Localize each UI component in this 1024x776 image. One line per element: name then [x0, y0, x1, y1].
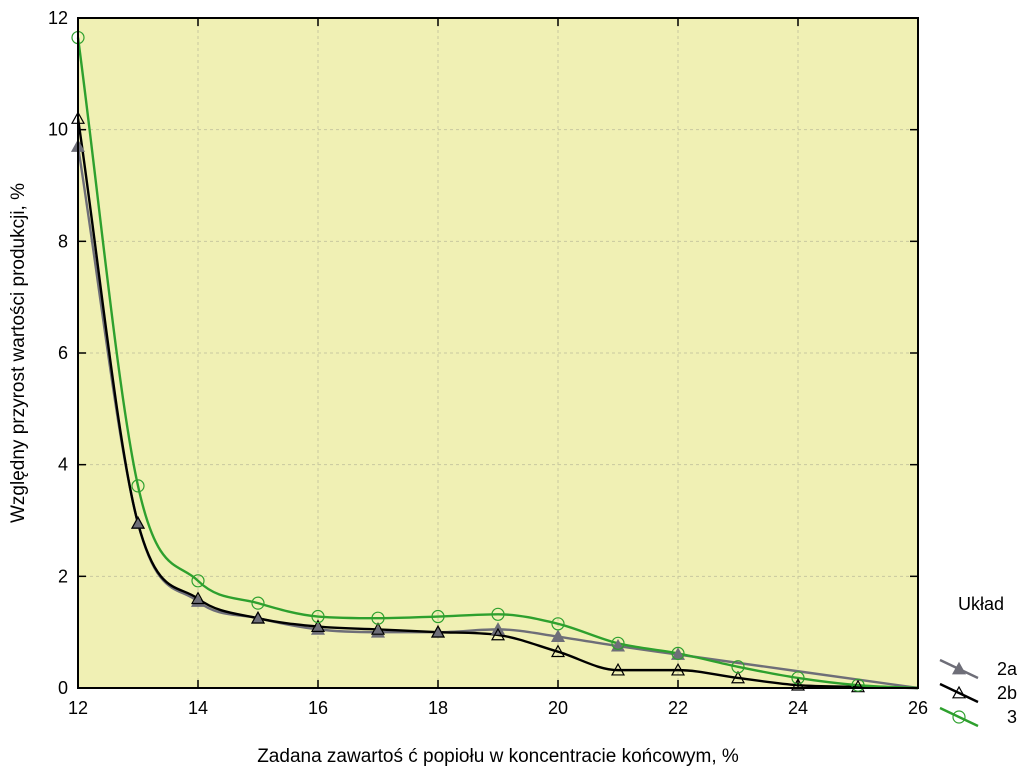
series-point-3 [311, 609, 325, 624]
series-point-3 [371, 611, 385, 625]
legend-swatch-3 [939, 706, 979, 728]
x-tick-label: 22 [668, 698, 688, 718]
legend-label-2a: 2a [997, 659, 1018, 679]
series-point-2b [430, 624, 446, 638]
series-point-2b [490, 627, 506, 641]
series-point-2b [610, 662, 626, 676]
legend-swatch-2b [939, 682, 979, 704]
series-point-2b [550, 644, 566, 658]
y-tick-label: 6 [58, 343, 68, 363]
grid [78, 18, 918, 688]
x-tick-label: 20 [548, 698, 568, 718]
series-point-2b [190, 591, 206, 605]
series-point-2b [790, 677, 806, 691]
series-point-2b [250, 610, 266, 624]
series-point-3 [431, 609, 445, 624]
x-tick-label: 16 [308, 698, 328, 718]
series-point-3 [611, 636, 625, 650]
x-tick-labels: 12 14 16 18 20 22 24 26 [68, 698, 928, 718]
y-tick-labels: 0 2 4 6 8 10 12 [48, 8, 68, 698]
y-tick-label: 8 [58, 231, 68, 251]
ticks [77, 17, 919, 689]
legend-marker-2a [951, 661, 967, 675]
series-point-3 [731, 660, 745, 674]
x-tick-label: 18 [428, 698, 448, 718]
series-point-3 [551, 617, 565, 631]
legend-marker-3 [952, 710, 966, 724]
legend-label-2b: 2b [997, 683, 1017, 703]
series-point-3 [491, 607, 505, 621]
series-point-3 [191, 574, 205, 588]
series-point-2a [550, 629, 566, 643]
series-point-2b [130, 516, 146, 529]
series-point-2b [730, 670, 746, 684]
y-tick-label: 0 [58, 678, 68, 698]
x-tick-label: 26 [908, 698, 928, 718]
y-tick-label: 2 [58, 566, 68, 586]
series-point-3 [851, 678, 865, 692]
y-axis-title: Względny przyrost wartości produkcji, % [8, 183, 29, 523]
series-point-2b [670, 662, 686, 676]
x-tick-label: 14 [188, 698, 208, 718]
x-axis-title: Zadana zawartoś ć popiołu w koncentracie… [257, 746, 739, 767]
series-point-3 [671, 646, 685, 660]
series-point-3 [131, 479, 145, 493]
legend-label-3: 3 [1007, 707, 1017, 727]
series-point-3 [251, 596, 265, 610]
series-point-2b [310, 619, 326, 632]
series-point-2b [370, 622, 386, 635]
legend-title: Układ [958, 594, 1004, 614]
series-line-3 [76, 37, 919, 690]
y-tick-label: 12 [48, 8, 68, 28]
y-tick-label: 10 [48, 120, 68, 140]
legend-marker-2b [951, 685, 967, 699]
series-markers [70, 30, 866, 693]
y-tick-label: 4 [58, 455, 68, 475]
x-tick-label: 12 [68, 698, 88, 718]
legend: Układ 2a 2b 3 [939, 594, 1018, 728]
x-tick-label: 24 [788, 698, 808, 718]
